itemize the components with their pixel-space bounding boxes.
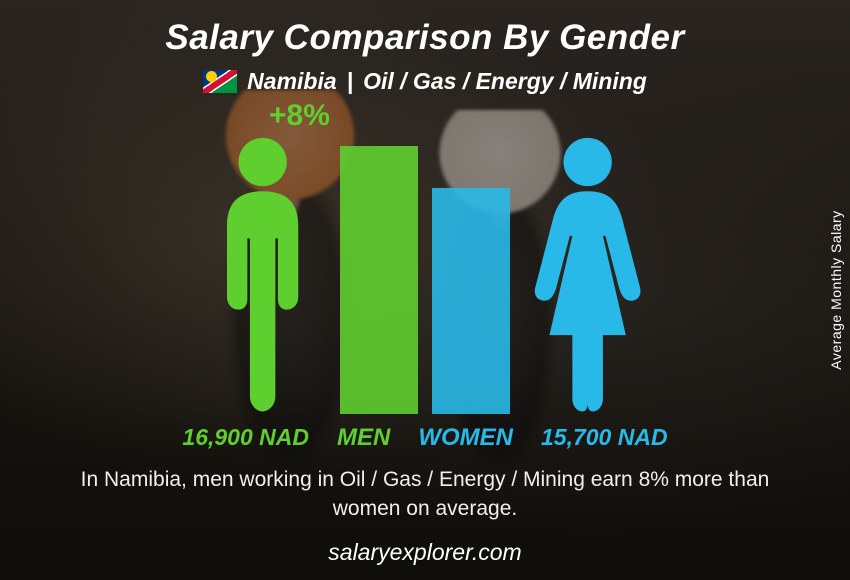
namibia-flag-icon bbox=[203, 70, 237, 93]
subtitle-row: Namibia | Oil / Gas / Energy / Mining bbox=[203, 68, 647, 95]
women-bar bbox=[432, 188, 510, 414]
men-group bbox=[199, 134, 418, 414]
women-group bbox=[432, 134, 651, 414]
description-text: In Namibia, men working in Oil / Gas / E… bbox=[45, 466, 805, 523]
delta-label: +8% bbox=[269, 99, 330, 133]
infographic-root: Salary Comparison By Gender Namibia | Oi… bbox=[0, 0, 850, 580]
male-icon bbox=[199, 134, 326, 414]
labels-row: 16,900 NAD MEN WOMEN 15,700 NAD bbox=[30, 424, 820, 452]
women-label: WOMEN bbox=[418, 424, 513, 452]
men-label: MEN bbox=[337, 424, 390, 452]
subtitle-separator: | bbox=[347, 68, 353, 95]
page-title: Salary Comparison By Gender bbox=[165, 18, 684, 58]
chart-area: +8% bbox=[30, 101, 820, 414]
women-salary: 15,700 NAD bbox=[541, 424, 668, 451]
men-salary: 16,900 NAD bbox=[182, 424, 309, 451]
men-bar bbox=[340, 146, 418, 414]
subtitle-industry: Oil / Gas / Energy / Mining bbox=[363, 68, 647, 95]
subtitle-country: Namibia bbox=[247, 68, 336, 95]
female-icon bbox=[524, 134, 651, 414]
footer-source: salaryexplorer.com bbox=[328, 539, 521, 566]
